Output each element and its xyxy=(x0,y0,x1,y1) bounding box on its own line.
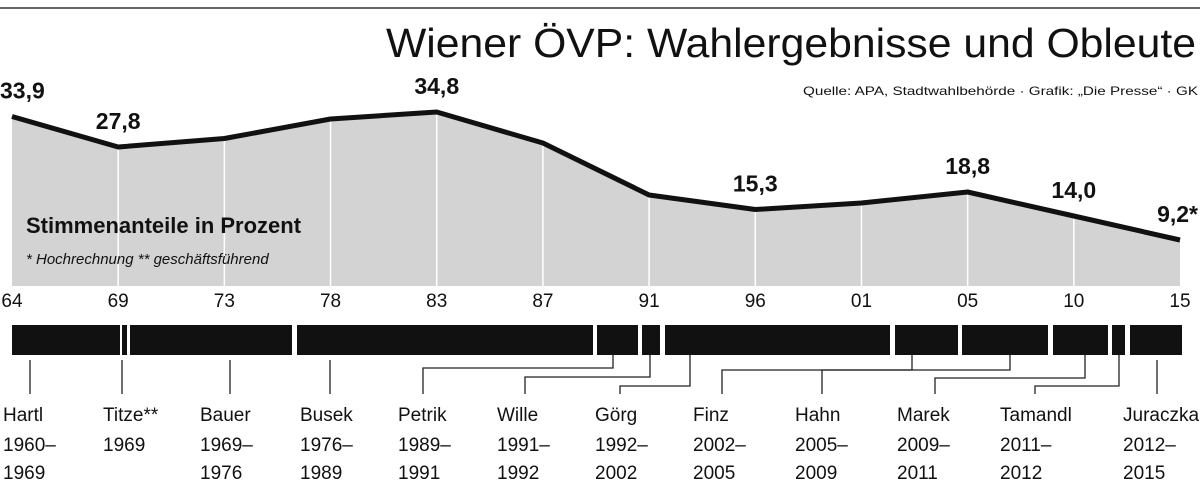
connector xyxy=(422,355,614,394)
value-label: 27,8 xyxy=(96,108,141,134)
leader-term: 2002 xyxy=(595,463,637,484)
leader-bar xyxy=(895,325,958,355)
x-tick-label: 91 xyxy=(639,291,660,312)
leader-name: Finz xyxy=(693,405,729,426)
leader-term: 1976– xyxy=(300,435,353,456)
x-tick-label: 10 xyxy=(1063,291,1084,312)
leader-term: 1976 xyxy=(200,463,242,484)
leader-bar xyxy=(122,325,127,355)
leaders: Hartl 1960– 1969 Titze** 1969 Bauer 1969– 1976 B… xyxy=(3,325,1199,484)
source: Quelle: APA, Stadtwahlbehörde · Grafik: … xyxy=(803,84,1198,98)
note: * Hochrechnung ** geschäftsführend xyxy=(26,251,269,268)
leader-term: 2002– xyxy=(693,435,746,456)
leader-name: Juraczka xyxy=(1123,405,1199,426)
leader-term: 1989– xyxy=(398,435,451,456)
leader-term: 1969– xyxy=(200,435,253,456)
area xyxy=(12,112,1180,286)
leader-term: 2012– xyxy=(1123,435,1176,456)
leader-bar xyxy=(1053,325,1108,355)
leader-bar xyxy=(962,325,1048,355)
connector xyxy=(934,355,1086,394)
leader-term: 1989 xyxy=(300,463,342,484)
leader-bar xyxy=(297,325,593,355)
x-tick-label: 87 xyxy=(532,291,553,312)
value-label: 14,0 xyxy=(1051,177,1096,203)
leader-bar xyxy=(642,325,660,355)
leader-bar xyxy=(1130,325,1182,355)
leader-term: 2012 xyxy=(1000,463,1042,484)
chart-title: Wiener ÖVP: Wahlergebnisse und Obleute xyxy=(386,20,1196,66)
x-tick-label: 96 xyxy=(745,291,766,312)
x-tick-label: 73 xyxy=(214,291,235,312)
leader-bar xyxy=(130,325,292,355)
leader-term: 1991– xyxy=(497,435,550,456)
x-tick-label: 83 xyxy=(426,291,447,312)
leader-term: 2005 xyxy=(693,463,735,484)
connector xyxy=(524,355,651,394)
leader-term: 1960– xyxy=(3,435,56,456)
x-tick-label: 64 xyxy=(1,291,23,312)
leader-term: 2009– xyxy=(897,435,950,456)
leader-term: 1991 xyxy=(398,463,440,484)
value-label: 33,9 xyxy=(0,78,45,104)
leader-name: Hahn xyxy=(795,405,840,426)
leader-term: 1992– xyxy=(595,435,648,456)
leader-name: Marek xyxy=(897,405,950,426)
leader-name: Bauer xyxy=(200,405,251,426)
leader-bar xyxy=(12,325,120,355)
leader-name: Tamandl xyxy=(1000,405,1072,426)
subtitle: Stimmenanteile in Prozent xyxy=(26,213,302,238)
leader-term: 1969 xyxy=(103,435,145,456)
leader-term: 2011– xyxy=(1000,435,1052,456)
leader-name: Wille xyxy=(497,405,538,426)
leader-term: 2009 xyxy=(795,463,837,484)
leader-bar xyxy=(1112,325,1125,355)
line xyxy=(11,109,1181,243)
leader-name: Hartl xyxy=(3,405,43,426)
leader-term: 2005– xyxy=(795,435,848,456)
x-tick-label: 01 xyxy=(851,291,872,312)
leader-name: Görg xyxy=(595,405,637,426)
leader-name: Petrik xyxy=(398,405,447,426)
plot: 64 33,9 69 27,8 73 78 83 34,8 87 91 96 15,3 01 05 18,8… xyxy=(0,73,1198,312)
leader-term: 1992 xyxy=(497,463,539,484)
x-tick-label: 15 xyxy=(1169,291,1190,312)
leader-bar xyxy=(665,325,890,355)
x-tick-label: 78 xyxy=(320,291,341,312)
x-tick-label: 05 xyxy=(957,291,978,312)
value-label: 9,2* xyxy=(1157,201,1198,227)
value-label: 18,8 xyxy=(945,153,990,179)
leader-term: 2011 xyxy=(897,463,938,484)
leader-name: Titze** xyxy=(103,405,159,426)
connector xyxy=(619,355,691,394)
x-tick-label: 69 xyxy=(108,291,129,312)
connector xyxy=(721,355,913,394)
leader-name: Busek xyxy=(300,405,353,426)
leader-term: 2015 xyxy=(1123,463,1165,484)
value-label: 34,8 xyxy=(414,73,459,99)
value-label: 15,3 xyxy=(733,171,778,197)
connector xyxy=(1034,355,1120,394)
connector xyxy=(821,355,1011,394)
leader-bar xyxy=(597,325,638,355)
leader-term: 1969 xyxy=(3,463,45,484)
